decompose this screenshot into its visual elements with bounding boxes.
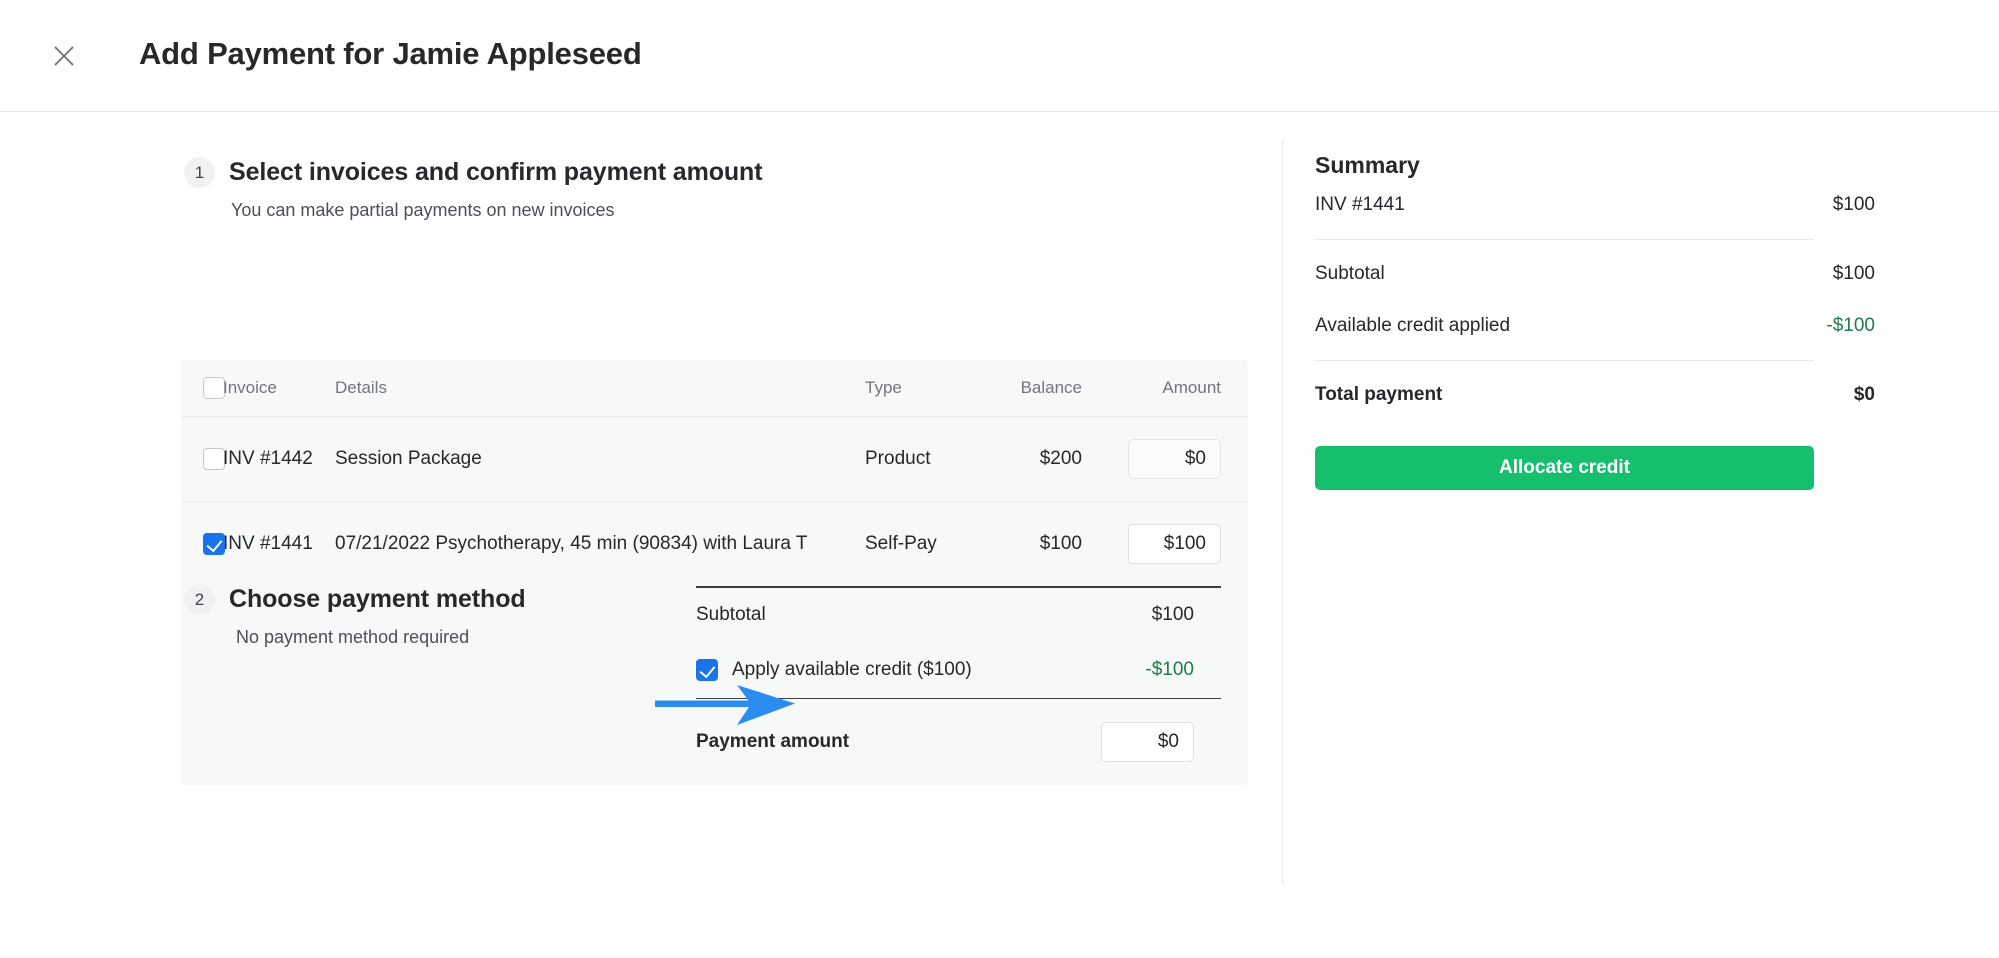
row-type: Self-Pay — [865, 533, 937, 555]
main-content: 1 Select invoices and confirm payment am… — [0, 112, 1283, 958]
summary-line-item: INV #1441 $100 — [1315, 179, 1875, 231]
step-1-header: 1 Select invoices and confirm payment am… — [184, 157, 763, 188]
column-divider — [1282, 140, 1283, 884]
summary-total-label: Total payment — [1315, 384, 1443, 405]
column-header-balance: Balance — [1020, 378, 1082, 397]
row-balance: $200 — [1039, 448, 1082, 469]
table-row[interactable]: INV #1442 Session Package Product $200 $… — [181, 417, 1248, 501]
payment-amount-input[interactable]: $0 — [1101, 722, 1194, 762]
summary-credit-row: Available credit applied -$100 — [1315, 300, 1875, 352]
payment-amount-label: Payment amount — [696, 731, 850, 752]
apply-credit-value: -$100 — [1145, 659, 1194, 680]
summary-total-row: Total payment $0 — [1315, 369, 1875, 421]
column-header-invoice: Invoice — [223, 378, 277, 397]
amount-input-1442[interactable]: $0 — [1128, 439, 1221, 479]
invoice-checkbox-1442[interactable] — [203, 448, 225, 470]
summary-subtotal-value: $100 — [1832, 263, 1875, 284]
modal-header: Add Payment for Jamie Appleseed — [0, 0, 1999, 112]
summary-title: Summary — [1315, 152, 1420, 178]
close-icon[interactable] — [48, 40, 80, 72]
column-header-details: Details — [335, 377, 387, 397]
row-amount-cell: $100 — [1098, 524, 1248, 564]
table-row[interactable]: INV #1441 07/21/2022 Psychotherapy, 45 m… — [181, 502, 1248, 586]
card-subtotal-row: Subtotal $100 — [696, 588, 1221, 643]
step-1-badge: 1 — [184, 157, 215, 188]
totals-bottom-divider — [696, 697, 1221, 699]
column-header-amount-label: Amount — [1162, 378, 1221, 397]
row-amount-cell: $0 — [1098, 439, 1248, 479]
summary-subtotal-row: Subtotal $100 — [1315, 248, 1875, 300]
row-balance: $100 — [1039, 533, 1082, 554]
row-invoice-number: INV #1441 — [223, 533, 313, 554]
summary-divider — [1315, 239, 1814, 240]
apply-credit-label-group: Apply available credit ($100) — [696, 659, 1071, 681]
card-subtotal-label: Subtotal — [696, 604, 766, 625]
row-details: Session Package — [335, 448, 482, 470]
payment-amount-row: Payment amount $0 — [696, 699, 1221, 785]
table-divider — [181, 416, 1248, 417]
table-divider — [181, 501, 1248, 502]
card-totals: Subtotal $100 Apply available credit ($1… — [696, 586, 1221, 785]
select-all-checkbox[interactable] — [203, 377, 225, 399]
row-details: 07/21/2022 Psychotherapy, 45 min (90834)… — [335, 533, 808, 555]
page-title: Add Payment for Jamie Appleseed — [139, 36, 642, 71]
apply-available-credit-checkbox[interactable] — [696, 659, 718, 681]
row-invoice-number: INV #1442 — [223, 448, 313, 469]
column-header-type: Type — [865, 377, 902, 397]
amount-input-1441[interactable]: $100 — [1128, 524, 1221, 564]
step-2: 2 Choose payment method No payment metho… — [184, 584, 526, 648]
step-1: 1 Select invoices and confirm payment am… — [184, 157, 763, 221]
step-2-subtitle: No payment method required — [236, 627, 470, 647]
row-checkbox-cell — [181, 448, 225, 470]
allocate-credit-button[interactable]: Allocate credit — [1315, 446, 1814, 490]
select-all-cell — [181, 377, 225, 399]
summary-panel: Summary INV #1441 $100 Subtotal $100 Ava… — [1315, 112, 1875, 490]
column-header-amount: Amount — [1098, 378, 1248, 398]
summary-line-label: INV #1441 — [1315, 194, 1405, 215]
summary-total-value: $0 — [1853, 384, 1875, 405]
payment-amount-cell: $0 — [1071, 722, 1221, 762]
apply-credit-row: Apply available credit ($100) -$100 — [696, 643, 1221, 698]
apply-credit-label: Apply available credit ($100) — [732, 659, 972, 680]
summary-credit-value: -$100 — [1826, 315, 1875, 336]
step-2-title: Choose payment method — [229, 585, 526, 613]
summary-credit-label: Available credit applied — [1315, 315, 1511, 336]
totals-top-divider — [696, 586, 1221, 588]
summary-subtotal-label: Subtotal — [1315, 263, 1385, 284]
summary-divider — [1315, 360, 1814, 361]
invoice-selection-card: Invoice Details Type Balance Amount INV … — [181, 360, 1248, 785]
summary-line-value: $100 — [1832, 194, 1875, 215]
step-1-subtitle: You can make partial payments on new inv… — [231, 200, 615, 220]
invoice-table: Invoice Details Type Balance Amount INV … — [181, 360, 1248, 785]
invoice-checkbox-1441[interactable] — [203, 533, 225, 555]
step-2-badge: 2 — [184, 584, 215, 615]
invoice-table-header: Invoice Details Type Balance Amount — [181, 360, 1248, 416]
row-type: Product — [865, 448, 931, 470]
card-subtotal-value: $100 — [1151, 604, 1194, 625]
step-2-header: 2 Choose payment method — [184, 584, 526, 615]
row-checkbox-cell — [181, 533, 225, 555]
step-1-title: Select invoices and confirm payment amou… — [229, 158, 763, 186]
